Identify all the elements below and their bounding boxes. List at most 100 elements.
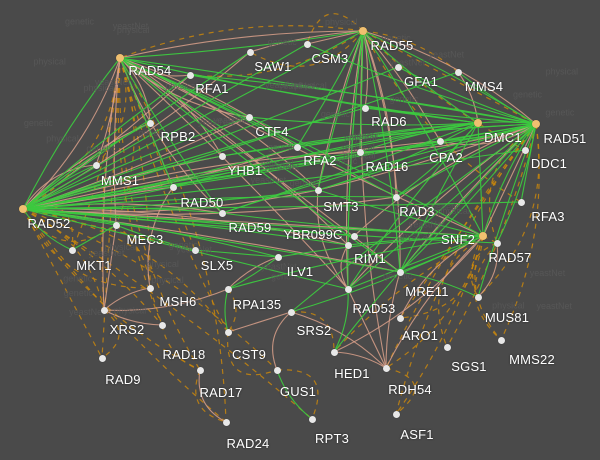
node-msh6[interactable] [146, 284, 154, 292]
node-label-rpb2[interactable]: RPB2 [160, 129, 196, 144]
node-label-mec3[interactable]: MEC3 [126, 232, 164, 247]
node-rfa1[interactable] [186, 71, 194, 79]
node-mre11[interactable] [396, 268, 404, 276]
node-label-snf2[interactable]: SNF2 [440, 232, 476, 247]
node-label-cst9[interactable]: CST9 [231, 347, 267, 362]
node-label-hed1[interactable]: HED1 [334, 366, 370, 381]
node-mms22[interactable] [497, 336, 505, 344]
node-label-rad54[interactable]: RAD54 [128, 63, 172, 78]
node-rad53[interactable] [344, 285, 352, 293]
node-rad18[interactable] [158, 321, 166, 329]
node-rad54[interactable] [116, 54, 124, 62]
node-ilv1[interactable] [274, 253, 282, 261]
node-label-rpa135[interactable]: RPA135 [232, 297, 282, 312]
node-label-rdh54[interactable]: RDH54 [388, 382, 432, 397]
node-rad9[interactable] [98, 354, 106, 362]
node-label-slx5[interactable]: SLX5 [200, 258, 234, 273]
node-label-rad51[interactable]: RAD51 [543, 131, 587, 146]
node-cpa2[interactable] [436, 137, 444, 145]
node-rad55[interactable] [359, 27, 367, 35]
node-label-aro1[interactable]: ARO1 [401, 328, 439, 343]
node-label-rim1[interactable]: RIM1 [354, 251, 386, 266]
node-label-ybr099c[interactable]: YBR099C [283, 227, 343, 242]
node-ctf4[interactable] [245, 113, 253, 121]
node-csm3[interactable] [303, 40, 311, 48]
node-label-srs2[interactable]: SRS2 [296, 323, 332, 338]
node-rpt3[interactable] [308, 415, 316, 423]
node-label-rad3[interactable]: RAD3 [399, 204, 435, 219]
node-mms1[interactable] [92, 161, 100, 169]
node-label-msh6[interactable]: MSH6 [159, 294, 197, 309]
node-label-mms1[interactable]: MMS1 [100, 173, 140, 188]
node-rim1[interactable] [344, 241, 352, 249]
node-label-mms22[interactable]: MMS22 [509, 352, 555, 367]
node-label-ddc1[interactable]: DDC1 [530, 156, 568, 171]
node-smt3[interactable] [314, 186, 322, 194]
node-yhb1[interactable] [218, 152, 226, 160]
node-label-sgs1[interactable]: SGS1 [451, 359, 487, 374]
node-label-rfa1[interactable]: RFA1 [195, 81, 229, 96]
node-label-asf1[interactable]: ASF1 [400, 427, 434, 442]
node-rfa2[interactable] [293, 143, 301, 151]
node-mkt1[interactable] [68, 246, 76, 254]
node-label-rad17[interactable]: RAD17 [199, 385, 243, 400]
node-xrs2[interactable] [100, 306, 108, 314]
node-rad16[interactable] [356, 148, 364, 156]
node-rad51[interactable] [532, 120, 540, 128]
node-gfa1[interactable] [394, 63, 402, 71]
node-dmc1[interactable] [474, 119, 482, 127]
node-aro1[interactable] [396, 314, 404, 322]
node-rfa3[interactable] [517, 198, 525, 206]
node-mec3[interactable] [112, 221, 120, 229]
node-label-rfa2[interactable]: RFA2 [303, 153, 337, 168]
node-rad24[interactable] [222, 418, 230, 426]
node-asf1[interactable] [392, 410, 400, 418]
node-srs2[interactable] [287, 308, 295, 316]
node-label-smt3[interactable]: SMT3 [323, 199, 359, 214]
node-label-xrs2[interactable]: XRS2 [109, 322, 145, 337]
node-label-rad59[interactable]: RAD59 [228, 220, 272, 235]
node-label-csm3[interactable]: CSM3 [311, 51, 349, 66]
node-mus81[interactable] [474, 293, 482, 301]
node-ybr099c[interactable] [350, 232, 358, 240]
node-slx5[interactable] [191, 246, 199, 254]
node-cst9[interactable] [224, 328, 232, 336]
node-label-mms4[interactable]: MMS4 [464, 79, 504, 94]
node-label-ilv1[interactable]: ILV1 [286, 264, 314, 279]
node-label-rad55[interactable]: RAD55 [370, 38, 414, 53]
node-rpa135[interactable] [224, 285, 232, 293]
node-label-gfa1[interactable]: GFA1 [403, 74, 439, 89]
node-label-cpa2[interactable]: CPA2 [429, 150, 463, 165]
node-label-saw1[interactable]: SAW1 [254, 59, 292, 74]
node-label-dmc1[interactable]: DMC1 [484, 130, 522, 145]
node-label-gus1[interactable]: GUS1 [279, 384, 317, 399]
node-label-mkt1[interactable]: MKT1 [76, 258, 112, 273]
node-label-rad57[interactable]: RAD57 [488, 250, 532, 265]
node-label-yhb1[interactable]: YHB1 [227, 163, 263, 178]
node-rad50[interactable] [169, 183, 177, 191]
node-label-rad52[interactable]: RAD52 [27, 216, 71, 231]
node-label-rad6[interactable]: RAD6 [371, 114, 407, 129]
node-hed1[interactable] [330, 348, 338, 356]
node-label-mre11[interactable]: MRE11 [405, 284, 449, 299]
node-rad6[interactable] [361, 104, 369, 112]
node-rad59[interactable] [218, 209, 226, 217]
node-sgs1[interactable] [443, 343, 451, 351]
node-label-rad53[interactable]: RAD53 [352, 301, 396, 316]
node-label-rfa3[interactable]: RFA3 [531, 209, 565, 224]
node-label-rpt3[interactable]: RPT3 [314, 431, 350, 446]
node-label-rad18[interactable]: RAD18 [162, 347, 206, 362]
node-saw1[interactable] [246, 48, 254, 56]
node-label-mus81[interactable]: MUS81 [484, 310, 530, 325]
node-label-rad50[interactable]: RAD50 [180, 195, 224, 210]
node-rad17[interactable] [196, 366, 204, 374]
node-gus1[interactable] [273, 366, 281, 374]
node-label-rad16[interactable]: RAD16 [365, 159, 409, 174]
node-ddc1[interactable] [521, 146, 529, 154]
node-label-ctf4[interactable]: CTF4 [255, 124, 289, 139]
node-mms4[interactable] [454, 68, 462, 76]
node-label-rad24[interactable]: RAD24 [226, 436, 270, 451]
node-rad52[interactable] [19, 205, 27, 213]
node-rpb2[interactable] [146, 119, 154, 127]
